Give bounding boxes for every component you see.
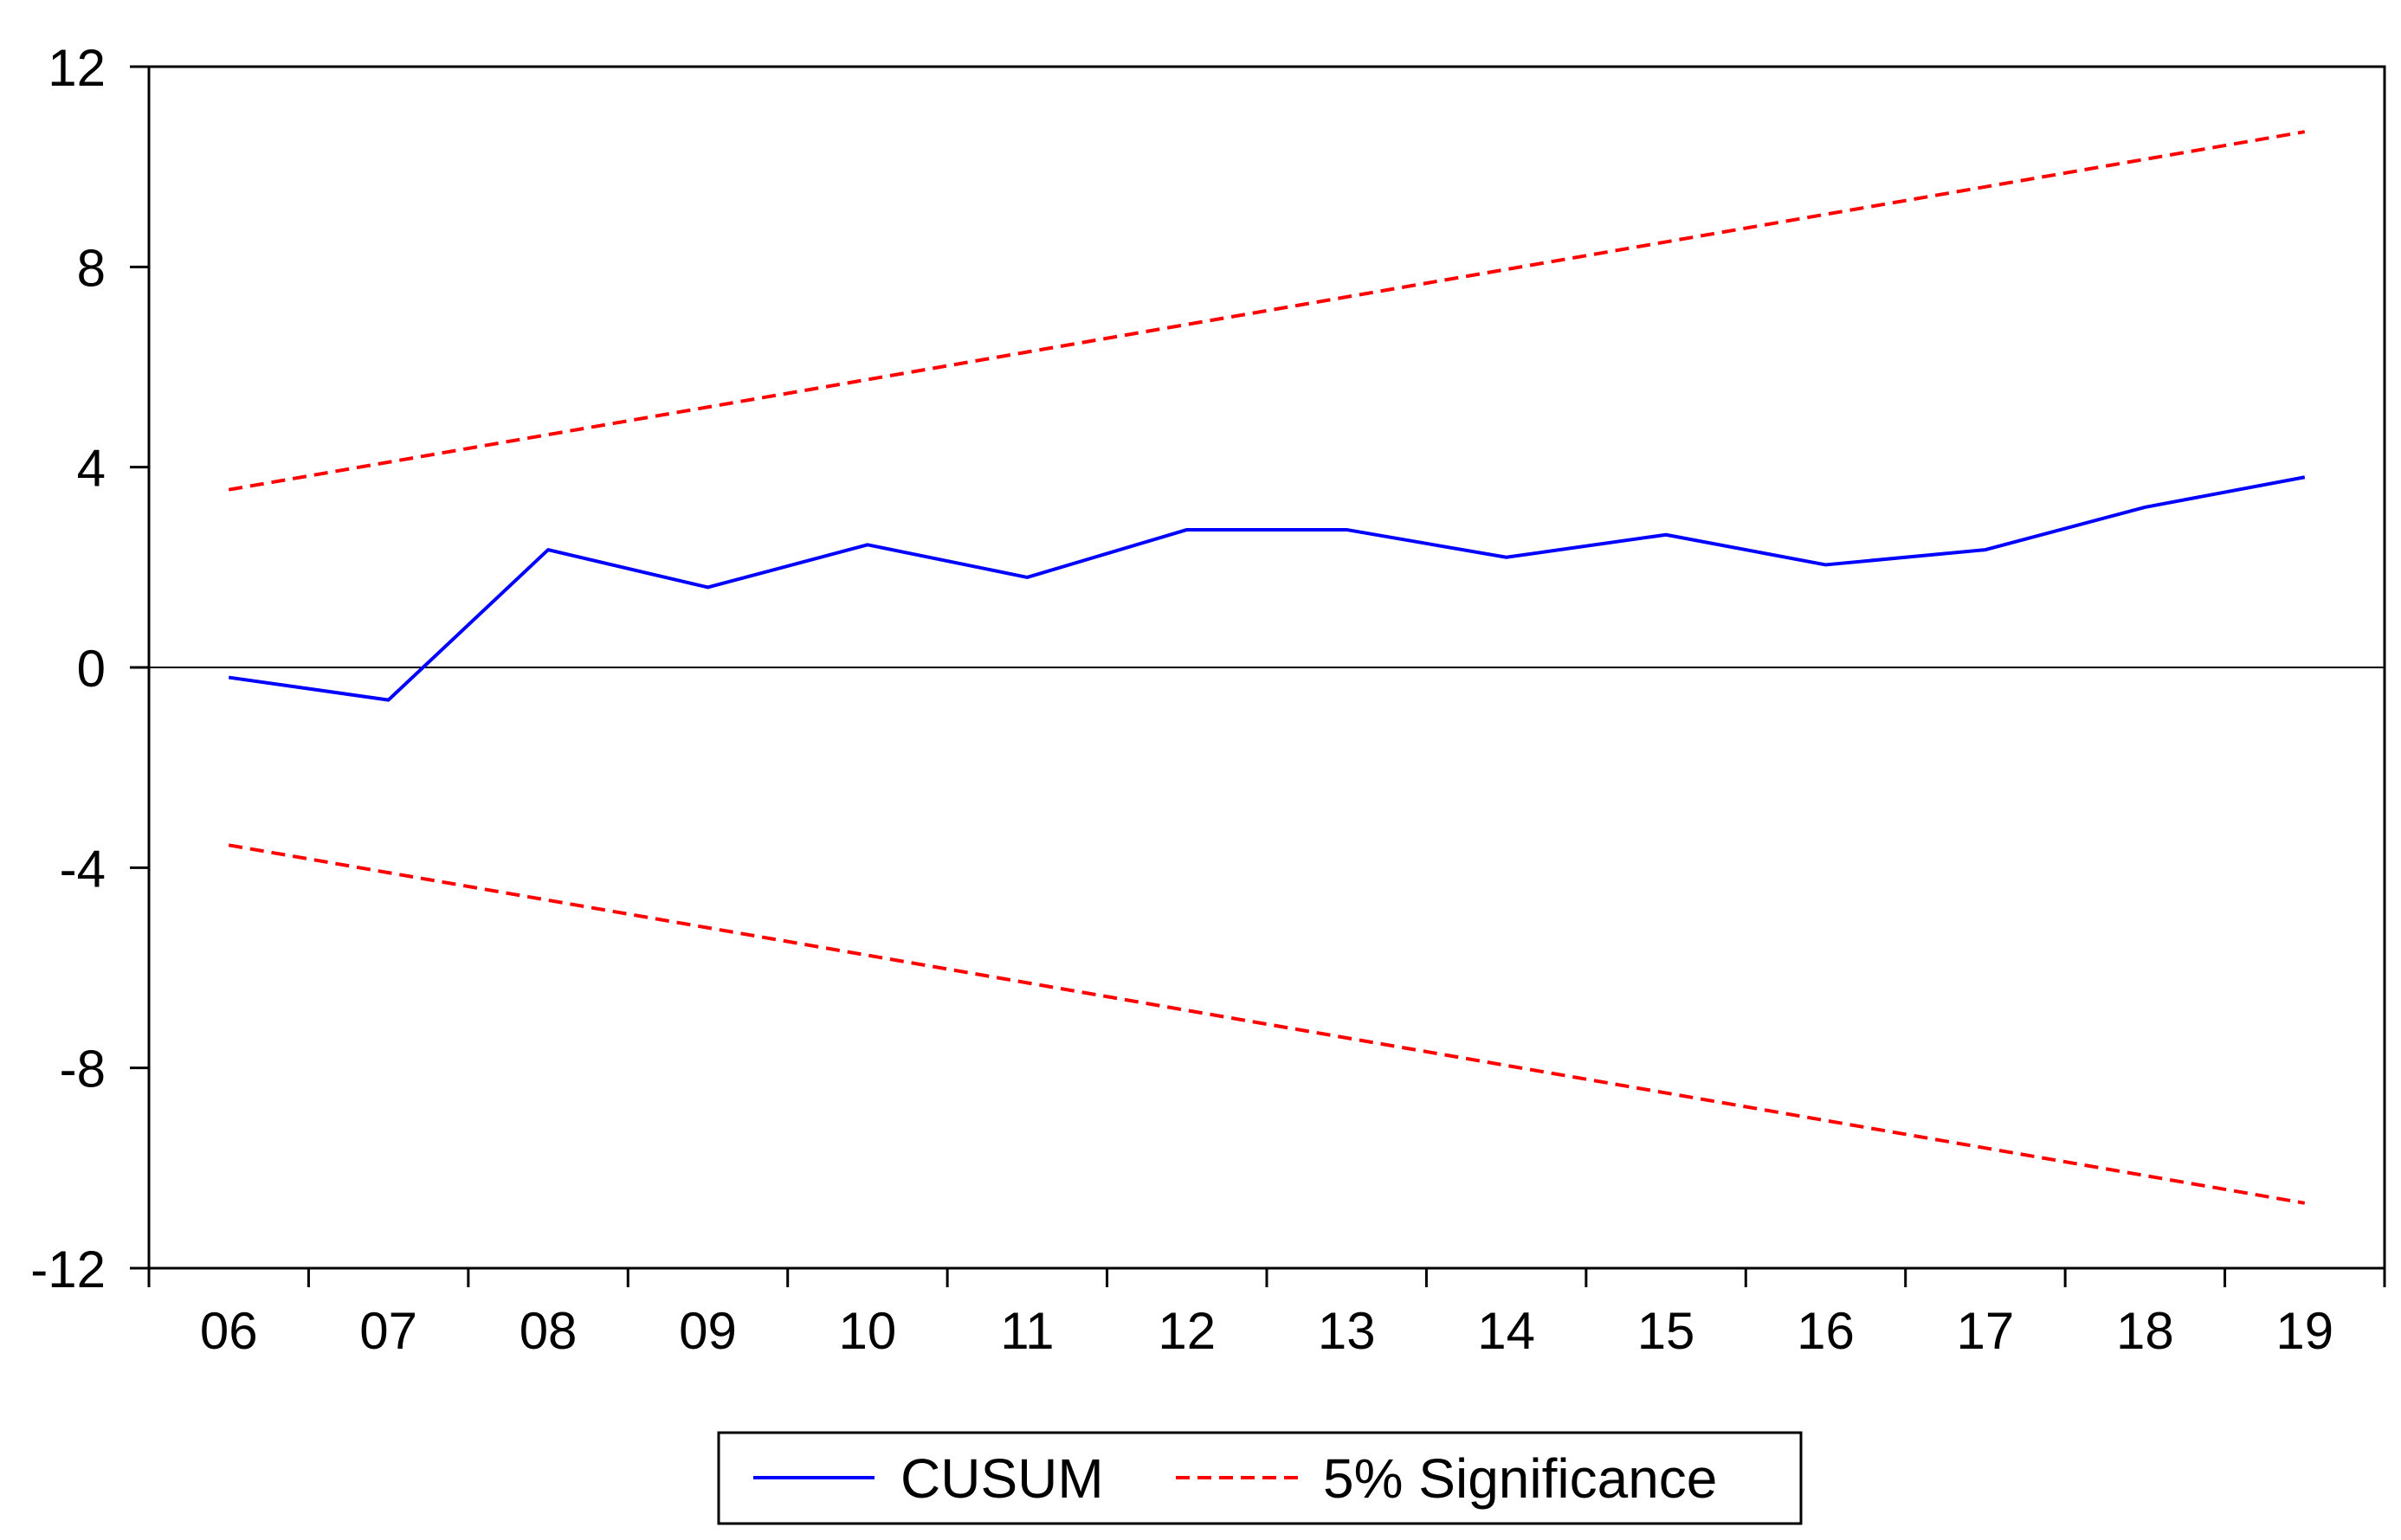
y-tick-label: 4 (77, 440, 106, 498)
x-tick-label: 15 (1637, 1302, 1695, 1360)
y-tick-label: 0 (77, 640, 106, 698)
cusum-line (228, 475, 2306, 702)
x-tick-label: 11 (1000, 1302, 1054, 1360)
series-layer (228, 130, 2306, 1205)
y-tick-label: -4 (60, 840, 106, 898)
upper-significance-line (228, 130, 2306, 492)
legend: CUSUM 5% Significance (717, 1431, 1803, 1525)
legend-label-significance: 5% Significance (1323, 1447, 1717, 1510)
x-tick-label: 08 (520, 1302, 578, 1360)
x-tick-label: 19 (2275, 1302, 2333, 1360)
y-tick-label: 12 (48, 39, 106, 97)
x-tick-label: 10 (839, 1302, 897, 1360)
x-tick-label: 12 (1158, 1302, 1216, 1360)
legend-box (717, 1431, 1803, 1525)
x-tick-label: 06 (200, 1302, 258, 1360)
x-tick-label: 17 (1957, 1302, 2015, 1360)
y-tick-label: -12 (30, 1240, 106, 1298)
x-tick-label: 13 (1318, 1302, 1376, 1360)
x-tick-label: 16 (1797, 1302, 1855, 1360)
x-tick-label: 09 (679, 1302, 737, 1360)
x-tick-label: 07 (359, 1302, 417, 1360)
y-axis: 12 8 4 0 -4 -8 -12 (30, 39, 149, 1298)
y-tick-label: -8 (60, 1041, 106, 1099)
y-tick-label: 8 (77, 239, 106, 297)
x-tick-label: 18 (2116, 1302, 2174, 1360)
lower-significance-line (228, 843, 2306, 1205)
x-axis: 06 07 08 09 10 11 12 13 14 15 16 17 18 19 (147, 1268, 2386, 1360)
x-tick-label: 14 (1477, 1302, 1535, 1360)
legend-label-cusum: CUSUM (900, 1447, 1104, 1510)
